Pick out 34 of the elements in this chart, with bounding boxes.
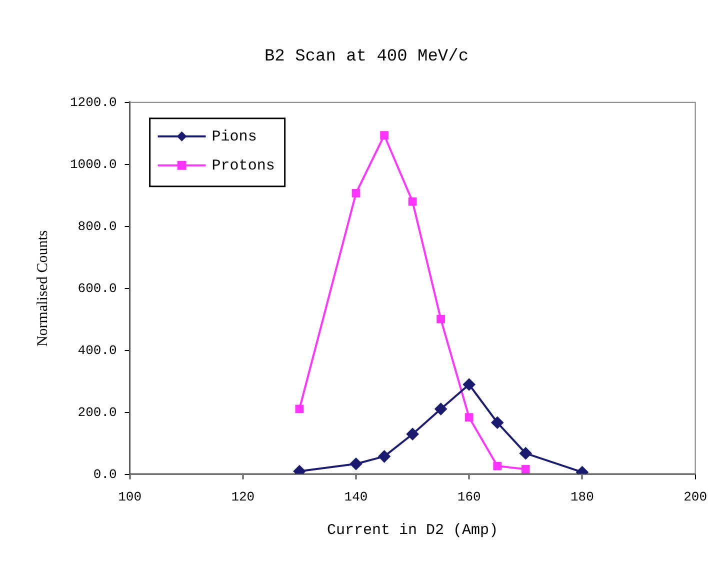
y-tick-label: 200.0 (78, 404, 117, 420)
point (436, 314, 446, 324)
point (463, 378, 476, 390)
legend-label: Protons (212, 157, 275, 174)
point (380, 131, 388, 140)
x-tick-label: 160 (457, 490, 481, 505)
y-tick-label: 1200.0 (70, 94, 117, 110)
y-tick-label: 400.0 (78, 342, 117, 358)
point (464, 413, 474, 422)
y-tick-label: 1000.0 (70, 156, 117, 172)
x-tick-label: 200 (684, 490, 707, 505)
point (520, 447, 532, 460)
y-tick-label: 600.0 (78, 280, 117, 296)
point (352, 189, 360, 198)
y-axis-title: Normalised Counts (34, 230, 51, 347)
point (378, 450, 390, 462)
point (295, 404, 304, 414)
point (434, 402, 447, 415)
x-tick-label: 140 (344, 490, 368, 505)
legend-label: Pions (212, 128, 257, 146)
point (350, 458, 362, 470)
x-tick-label: 100 (118, 490, 142, 505)
chart-title: B2 Scan at 400 MeV/c (264, 48, 469, 67)
point (491, 416, 504, 429)
point (293, 465, 306, 474)
x-tick-label: 120 (231, 490, 255, 505)
x-tick-label: 180 (570, 490, 594, 505)
point (408, 197, 417, 206)
y-tick-label: 800.0 (78, 218, 117, 234)
x-axis-title: Current in D2 (Amp) (327, 522, 498, 539)
point (406, 428, 419, 440)
point (493, 462, 502, 470)
y-tick-label: 0.0 (93, 466, 117, 482)
point (521, 464, 530, 474)
